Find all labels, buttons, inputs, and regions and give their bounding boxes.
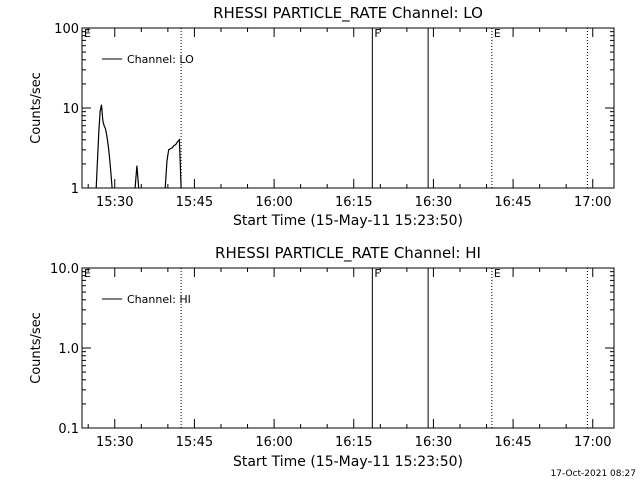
x-tick-label: 16:00 [255,435,292,450]
x-tick-label: 16:45 [494,435,531,450]
marker-label: E [494,27,501,40]
y-axis-label: Counts/sec [29,312,44,384]
x-tick-label: 15:30 [96,195,133,210]
y-tick-label: 100 [54,22,79,37]
chart-title: RHESSI PARTICLE_RATE Channel: HI [215,244,481,263]
chart-panel-2: RHESSI PARTICLE_RATE Channel: HI E F E 0.1 1.… [29,244,615,470]
chart-panel-1: RHESSI PARTICLE_RATE Channel: LO E F E 1 10 10… [29,4,615,229]
x-tick-label: 17:00 [574,435,611,450]
x-tick-label: 16:15 [335,195,372,210]
marker-label: E [84,267,91,280]
x-axis-label: Start Time (15-May-11 15:23:50) [233,213,463,229]
y-tick-label: 1.0 [58,342,79,357]
x-tick-label: 15:45 [176,435,213,450]
legend-entry: Channel: HI [127,293,191,306]
y-axis-label: Counts/sec [29,72,44,144]
x-tick-label: 16:30 [415,195,452,210]
marker-label: E [84,27,91,40]
series-line [134,165,140,189]
marker-label: E [494,267,501,280]
y-tick-label: 0.1 [58,422,79,437]
x-tick-label: 15:45 [176,195,213,210]
marker-label: F [374,27,380,40]
y-tick-label: 1 [71,182,79,197]
x-tick-label: 15:30 [96,435,133,450]
series-line [164,138,182,189]
x-tick-label: 16:00 [255,195,292,210]
x-axis-label: Start Time (15-May-11 15:23:50) [233,454,463,470]
x-tick-label: 17:00 [574,195,611,210]
timestamp: 17-Oct-2021 08:27 [551,469,636,479]
x-tick-label: 16:30 [415,435,452,450]
marker-label: F [374,267,380,280]
y-tick-label: 10 [62,102,79,117]
y-tick-label: 10.0 [50,262,79,277]
x-tick-label: 16:45 [494,195,531,210]
legend-entry: Channel: LO [127,53,194,66]
series-line [95,104,113,189]
chart-title: RHESSI PARTICLE_RATE Channel: LO [213,4,483,23]
x-tick-label: 16:15 [335,435,372,450]
